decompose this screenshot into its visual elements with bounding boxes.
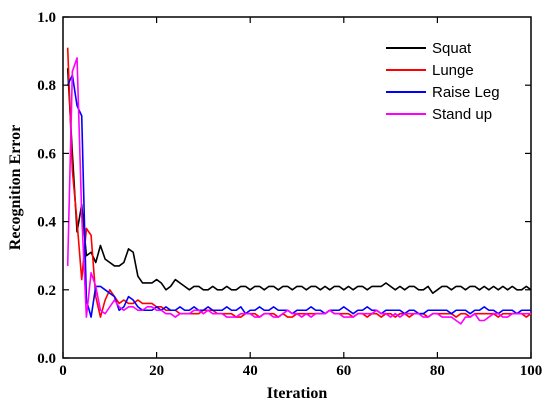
x-tick-label: 80 bbox=[430, 363, 445, 379]
legend-label: Lunge bbox=[432, 62, 474, 79]
x-axis-title: Iteration bbox=[267, 385, 328, 402]
series-line-lunge bbox=[66, 47, 532, 318]
series-line-squat bbox=[66, 68, 532, 295]
legend-item: Squat bbox=[386, 40, 472, 57]
x-tick-label: 0 bbox=[59, 363, 67, 379]
y-tick-label: 0.0 bbox=[37, 351, 56, 367]
y-tick-label: 0.2 bbox=[37, 283, 56, 299]
legend-item: Raise Leg bbox=[386, 84, 500, 101]
legend-label: Raise Leg bbox=[432, 84, 500, 101]
x-tick-label: 100 bbox=[520, 363, 543, 379]
series-line-raise-leg bbox=[66, 74, 531, 318]
y-tick-label: 0.8 bbox=[37, 78, 56, 94]
x-tick-label: 20 bbox=[149, 363, 164, 379]
plot-area: 0 20 40 60 80 100 0.0 0.2 0.4 0.6 0.8 1.0 bbox=[37, 10, 542, 379]
legend-item: Lunge bbox=[386, 62, 474, 79]
y-tick-label: 0.6 bbox=[37, 146, 56, 162]
legend: Squat Lunge Raise Leg Stand up bbox=[386, 40, 500, 123]
x-tick-label: 40 bbox=[243, 363, 258, 379]
series-layer bbox=[66, 47, 532, 325]
legend-item: Stand up bbox=[386, 106, 492, 123]
tick-layer: 0 20 40 60 80 100 0.0 0.2 0.4 0.6 0.8 1.0 bbox=[37, 10, 542, 379]
legend-label: Squat bbox=[432, 40, 472, 57]
y-axis-title: Recognition Error bbox=[7, 125, 24, 250]
y-tick-label: 1.0 bbox=[37, 10, 56, 26]
series-line-stand-up bbox=[66, 57, 531, 325]
y-tick-label: 0.4 bbox=[37, 215, 56, 231]
x-tick-label: 60 bbox=[336, 363, 351, 379]
legend-label: Stand up bbox=[432, 106, 492, 123]
plot-frame bbox=[62, 16, 532, 359]
